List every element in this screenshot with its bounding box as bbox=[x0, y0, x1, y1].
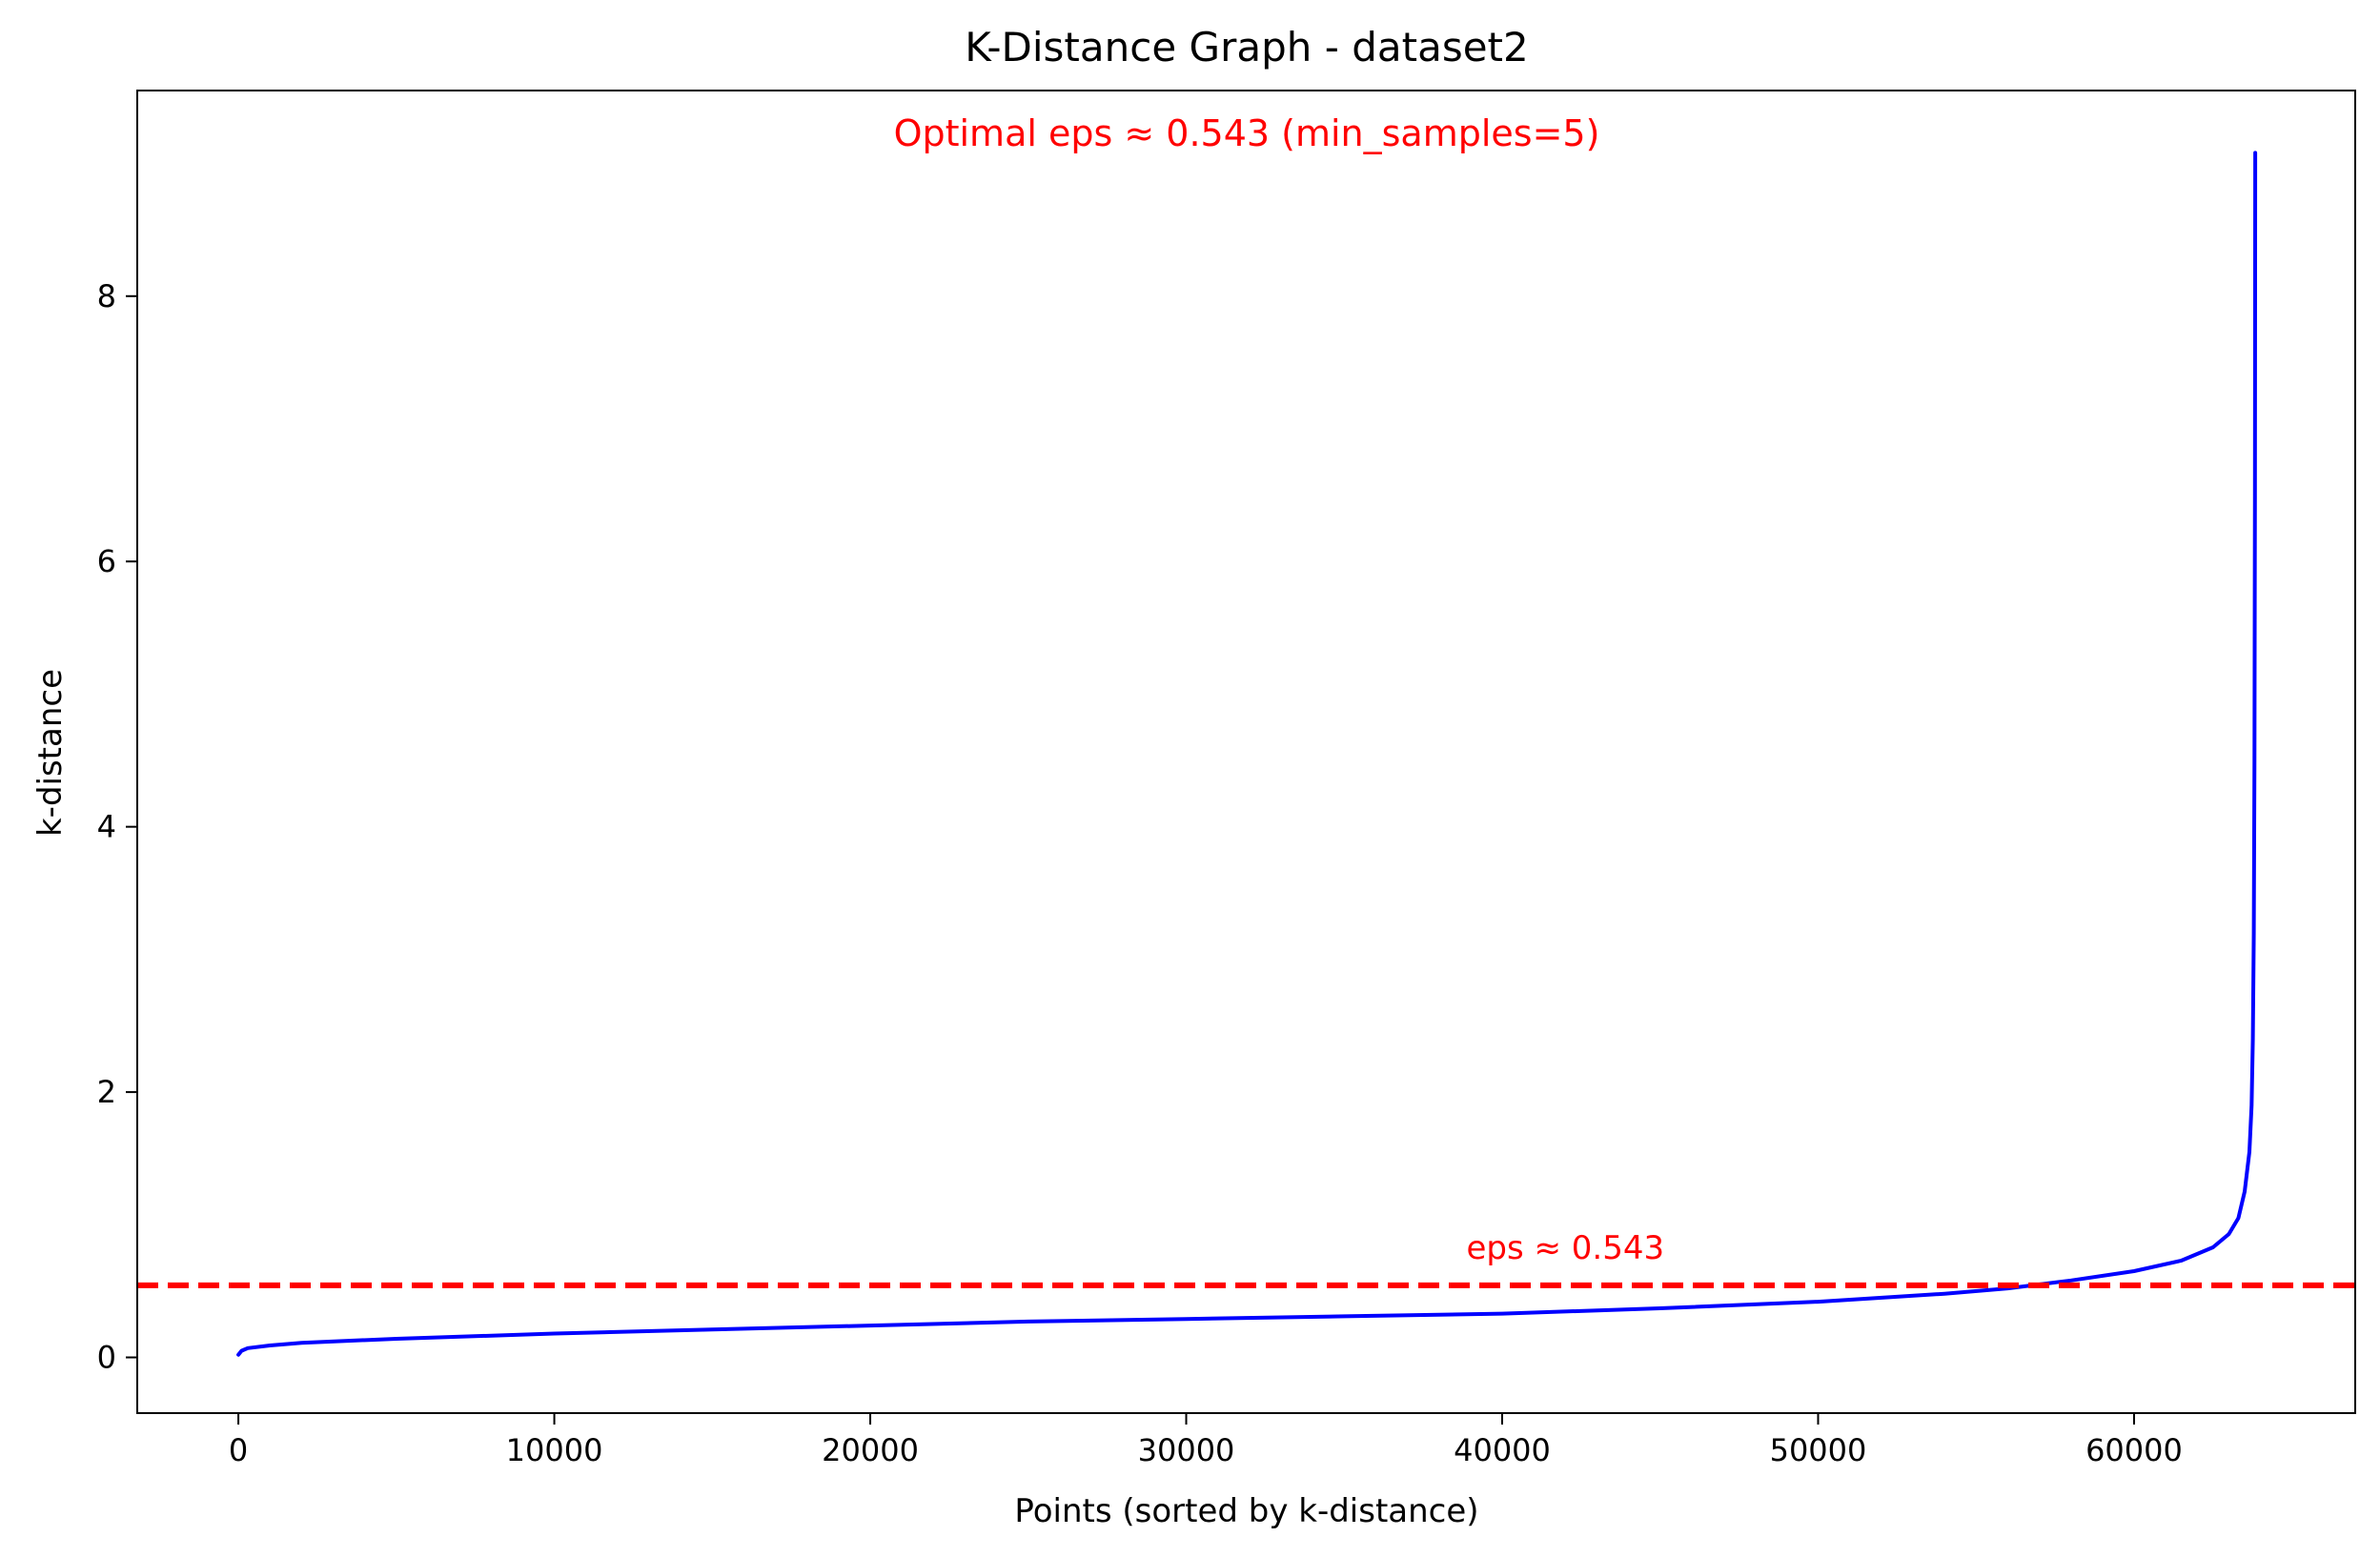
x-tick-label: 0 bbox=[229, 1432, 248, 1468]
y-tick-label: 4 bbox=[97, 809, 116, 845]
x-axis-label: Points (sorted by k-distance) bbox=[1014, 1492, 1478, 1530]
x-tick-label: 50000 bbox=[1770, 1432, 1867, 1468]
chart-title: K-Distance Graph - dataset2 bbox=[965, 24, 1529, 71]
y-axis-label: k-distance bbox=[31, 669, 70, 837]
x-tick-label: 30000 bbox=[1138, 1432, 1235, 1468]
y-tick-label: 8 bbox=[97, 278, 116, 314]
optimal-eps-annotation: Optimal eps ≈ 0.543 (min_samples=5) bbox=[894, 112, 1600, 154]
x-tick-label: 60000 bbox=[2085, 1432, 2183, 1468]
x-tick-label: 40000 bbox=[1454, 1432, 1551, 1468]
k-distance-line bbox=[236, 151, 2258, 1357]
plot-frame bbox=[136, 90, 2356, 1414]
y-axis-ticks: 0 2 4 6 8 bbox=[97, 278, 137, 1376]
plot-area bbox=[137, 151, 2355, 1357]
eps-line-label: eps ≈ 0.543 bbox=[1466, 1229, 1664, 1267]
y-tick-label: 6 bbox=[97, 543, 116, 579]
x-tick-label: 10000 bbox=[506, 1432, 603, 1468]
y-tick-label: 2 bbox=[97, 1074, 116, 1110]
x-tick-label: 20000 bbox=[822, 1432, 919, 1468]
x-axis-ticks: 0 10000 20000 30000 40000 50000 60000 bbox=[229, 1413, 2183, 1468]
y-tick-label: 0 bbox=[97, 1340, 116, 1376]
